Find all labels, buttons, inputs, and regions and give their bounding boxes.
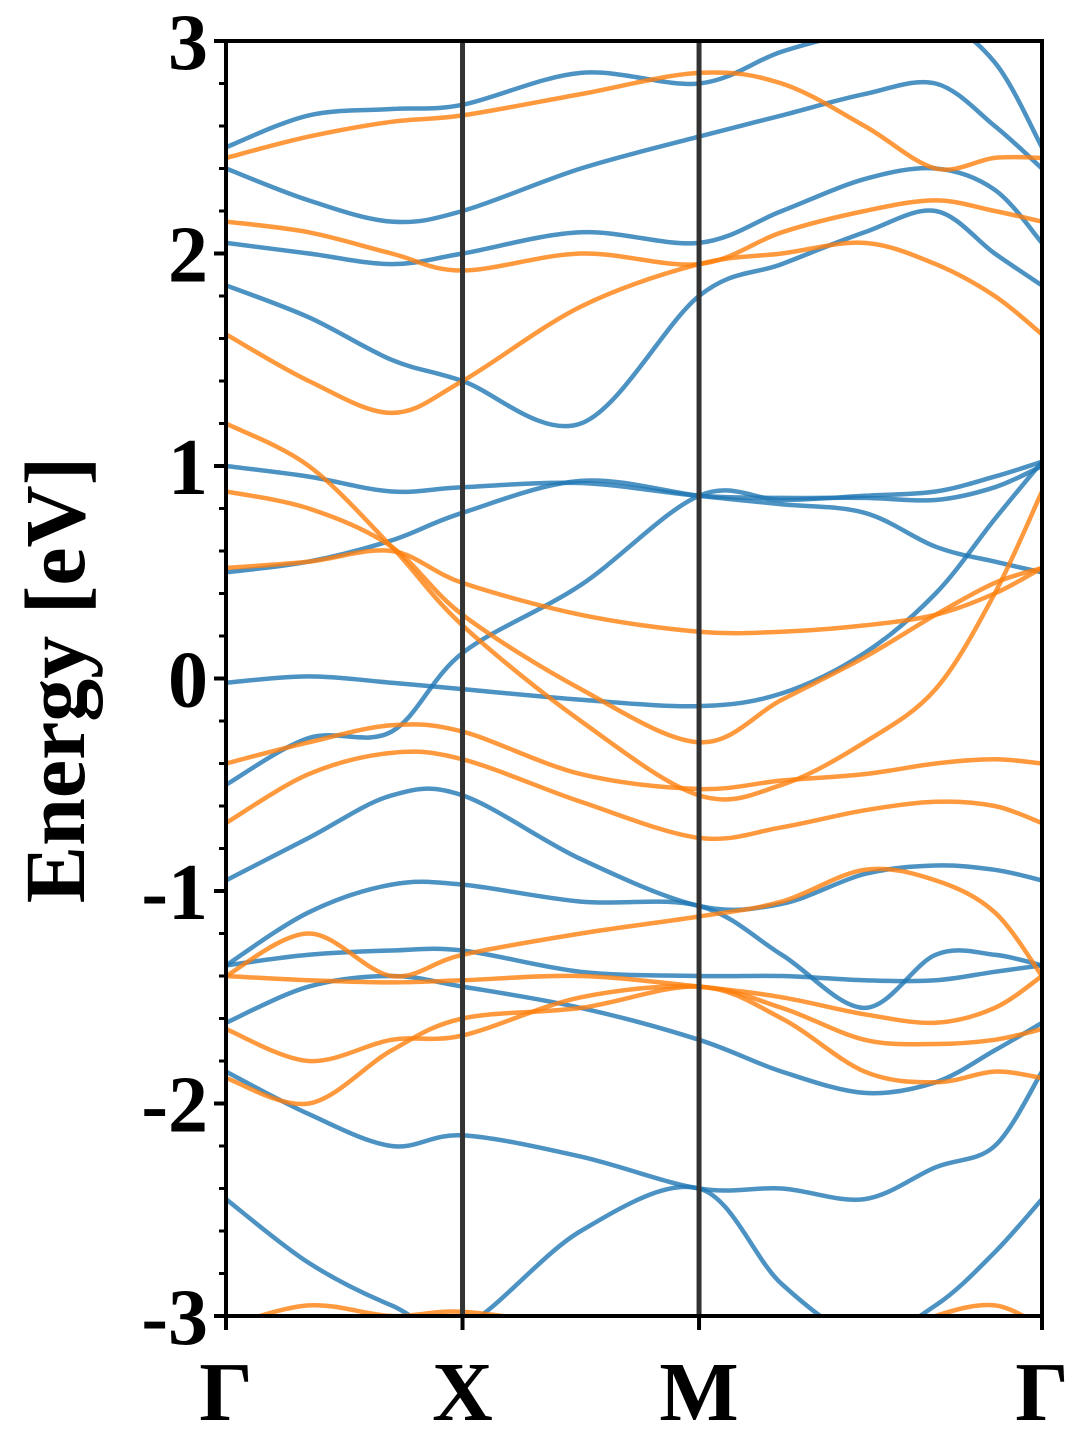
band-line	[226, 1069, 1042, 1202]
band-line	[226, 866, 1042, 979]
x-tick-label: Γ	[1015, 1346, 1068, 1439]
band-line	[226, 946, 1042, 984]
y-axis-ticks: -3 -2 -1 0 1 2 3	[141, 0, 226, 1362]
band-lines	[226, 41, 1042, 1316]
band-line	[226, 722, 1042, 792]
band-line	[226, 165, 1042, 267]
band-line	[226, 548, 1042, 636]
x-tick-label: Γ	[199, 1346, 252, 1439]
band-line	[226, 749, 1042, 842]
band-line	[226, 459, 1042, 788]
y-tick-label: 1	[168, 424, 208, 512]
y-tick-label: 2	[168, 212, 208, 300]
x-tick-label: M	[659, 1346, 738, 1439]
band-line	[226, 70, 1042, 172]
band-line	[226, 1184, 1042, 1316]
band-line	[252, 1302, 1028, 1316]
y-tick-label: 3	[168, 0, 208, 87]
band-line	[226, 879, 1042, 1011]
y-axis-label: Energy [eV]	[7, 457, 103, 904]
band-line	[226, 973, 1042, 1096]
x-tick-label: X	[432, 1346, 493, 1439]
band-line	[226, 489, 1042, 745]
band-line	[226, 198, 1042, 273]
y-tick-label: -2	[141, 1062, 208, 1150]
band-line	[226, 41, 1042, 150]
y-tick-label: -3	[141, 1274, 208, 1362]
band-line	[226, 79, 1042, 225]
band-line	[226, 463, 1042, 503]
kpath-lines	[460, 41, 702, 1316]
band-line	[226, 984, 1042, 1107]
band-line	[226, 240, 1042, 416]
band-line	[226, 208, 1042, 429]
y-tick-label: 0	[168, 637, 208, 725]
y-tick-label: -1	[141, 849, 208, 937]
band-line	[226, 786, 1042, 913]
